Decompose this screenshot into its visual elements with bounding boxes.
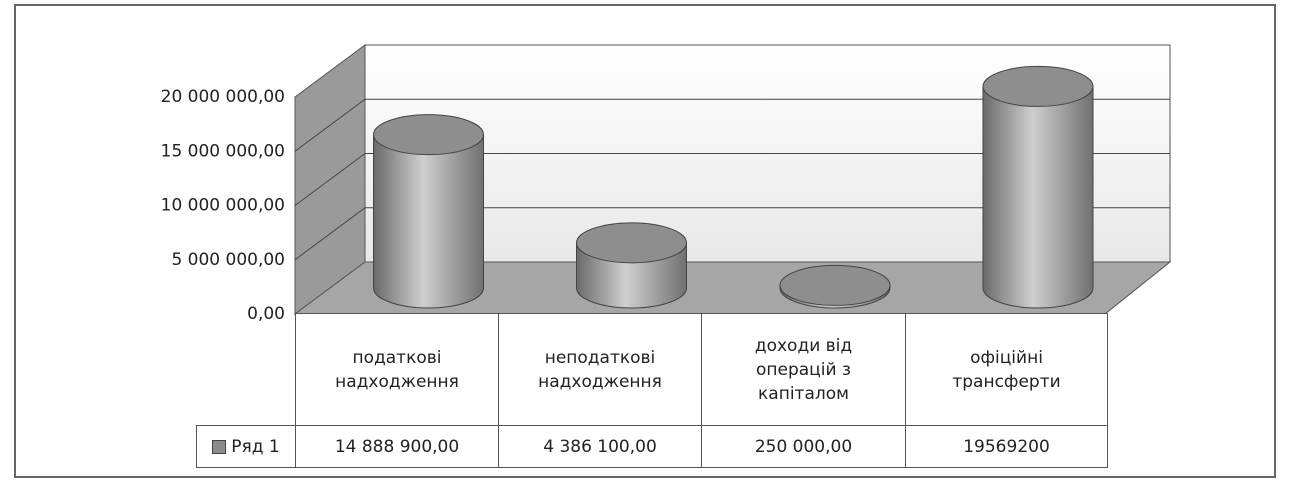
legend-cell: Ряд 1 [196, 425, 296, 468]
y-tick-label: 20 000 000,00 [161, 87, 285, 107]
category-cell: доходи від операцій з капіталом [701, 313, 906, 426]
cylinder [982, 85, 1094, 309]
cylinder-top [576, 222, 687, 264]
legend-swatch [212, 439, 227, 454]
category-cell: офіційні трансферти [905, 313, 1108, 426]
frame [14, 4, 1276, 478]
value-cell: 4 386 100,00 [498, 425, 702, 468]
category-cell: податкові надходження [295, 313, 499, 426]
cylinder [373, 134, 484, 309]
y-tick-label: 15 000 000,00 [161, 141, 285, 161]
category-cell: неподаткові надходження [498, 313, 702, 426]
cylinder-top [779, 264, 891, 306]
y-tick-label: 5 000 000,00 [171, 250, 285, 270]
value-cell: 19569200 [905, 425, 1108, 468]
value-cell: 14 888 900,00 [295, 425, 499, 468]
y-tick-label: 10 000 000,00 [161, 196, 285, 216]
grid-line [294, 98, 366, 152]
cylinder-top [982, 65, 1094, 107]
legend-label: Ряд 1 [231, 436, 280, 457]
y-tick-label: 0,00 [247, 304, 285, 324]
value-cell: 250 000,00 [701, 425, 906, 468]
cylinder-top [373, 114, 484, 156]
grid-line [294, 153, 366, 206]
grid-line [294, 207, 366, 261]
